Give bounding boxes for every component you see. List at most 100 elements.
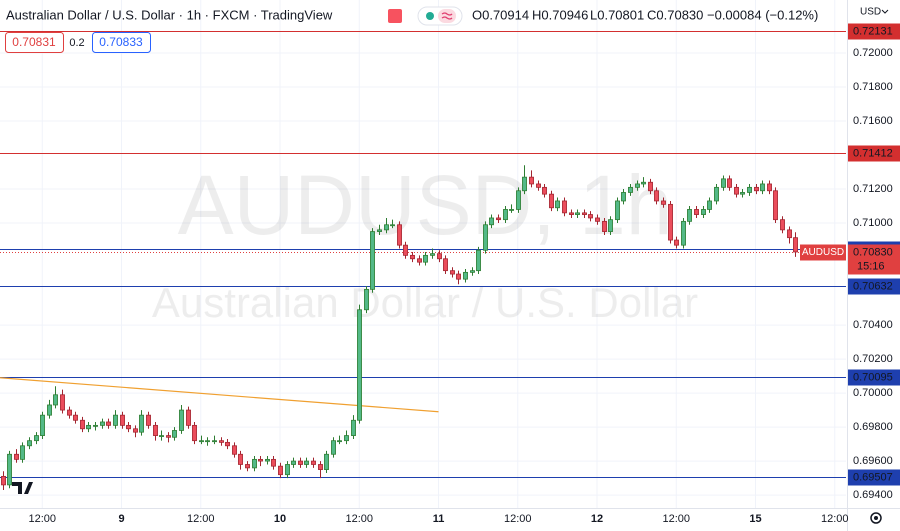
candle-body <box>20 445 25 460</box>
tv-logo <box>12 482 33 494</box>
candle-body <box>793 237 798 253</box>
ohlc-close: C0.70830 <box>647 7 703 22</box>
level-label-box <box>848 469 900 486</box>
candle-body <box>489 217 494 226</box>
candle-body <box>7 453 12 486</box>
y-tick-label: 0.71800 <box>853 81 893 93</box>
candle-body <box>120 414 125 426</box>
candle-body <box>238 453 243 465</box>
gear-center <box>874 516 878 520</box>
y-tick-label: 0.69800 <box>853 421 893 433</box>
spread: 0.2 <box>69 37 84 49</box>
level-label-box <box>848 278 900 295</box>
candle-body <box>734 186 739 195</box>
y-tick-label: 0.70400 <box>853 319 893 331</box>
candle-body <box>681 220 686 246</box>
candle-body <box>377 229 382 232</box>
y-tick-label: 0.70200 <box>853 353 893 365</box>
y-tick-label: 0.69400 <box>853 489 893 501</box>
candle-body <box>476 249 481 272</box>
x-tick-label: 11 <box>433 513 445 525</box>
candle-body <box>595 217 600 222</box>
candle-body <box>205 440 210 443</box>
candle-body <box>166 435 171 438</box>
candle-body <box>60 394 65 411</box>
candle-body <box>555 200 560 209</box>
candle-body <box>575 212 580 215</box>
level-label: 0.69507 <box>853 471 893 483</box>
delay-icon <box>438 9 456 23</box>
y-tick-label: 0.71600 <box>853 115 893 127</box>
x-tick-label: 12:00 <box>821 513 849 525</box>
candle-body <box>113 414 118 426</box>
gear-icon[interactable] <box>870 512 882 524</box>
sell-box[interactable] <box>5 32 64 53</box>
candle-body <box>470 270 475 273</box>
currency-label[interactable]: USD <box>860 7 881 18</box>
candle-body <box>364 288 369 311</box>
candle-body <box>760 183 765 192</box>
candle-body <box>126 424 131 430</box>
candle-body <box>707 200 712 210</box>
candle-body <box>390 224 395 227</box>
candle-body <box>403 244 408 256</box>
candle-body <box>225 441 230 447</box>
x-tick-label: 12:00 <box>504 513 532 525</box>
candle-body <box>410 254 415 260</box>
candle-body <box>278 465 283 476</box>
candle-body <box>146 414 151 426</box>
candle-body <box>714 186 719 202</box>
candle-body <box>344 435 349 442</box>
level-label: 0.70632 <box>853 280 893 292</box>
x-tick-label: 15 <box>749 513 761 525</box>
candle-body <box>694 209 699 215</box>
candle-body <box>106 421 111 426</box>
candle-body <box>337 440 342 443</box>
candle-body <box>186 409 191 426</box>
candle-body <box>212 440 217 443</box>
x-tick-label: 12:00 <box>663 513 691 525</box>
candle-body <box>536 183 541 188</box>
candle-body <box>219 440 224 443</box>
candle-body <box>562 200 567 214</box>
candle-body <box>608 219 613 232</box>
candle-body <box>621 192 626 202</box>
ohlc-open: O0.70914 <box>472 7 529 22</box>
candle-body <box>351 419 356 436</box>
candle-body <box>298 460 303 465</box>
x-tick-label: 9 <box>118 513 124 525</box>
legend-header: Australian Dollar / U.S. Dollar · 1h · F… <box>5 6 818 53</box>
candle-body <box>767 183 772 192</box>
axes: 0.72000 0.71800 0.71600 0.71200 0.71000 0.704… <box>29 23 900 525</box>
candle-body <box>668 203 673 241</box>
candle-body <box>463 271 468 280</box>
candle-body <box>133 428 138 433</box>
candle-body <box>311 460 316 465</box>
x-tick-label: 12 <box>591 513 603 525</box>
candle-body <box>93 424 98 427</box>
candle-body <box>232 445 237 455</box>
x-tick-label: 12:00 <box>187 513 215 525</box>
x-tick-label: 12:00 <box>29 513 57 525</box>
candle-body <box>384 224 389 231</box>
delay-wave <box>441 12 453 20</box>
candle-body <box>357 309 362 421</box>
candle-body <box>747 186 752 193</box>
candle-body <box>14 453 19 460</box>
candle-body <box>701 209 706 215</box>
trend-line <box>0 377 439 413</box>
flag-icon[interactable] <box>388 9 402 23</box>
candle-body <box>522 176 527 192</box>
candle-body <box>199 440 204 443</box>
y-tick-label: 0.69600 <box>853 455 893 467</box>
level-label-box <box>848 369 900 386</box>
candle-body <box>252 458 257 469</box>
settings-button[interactable] <box>870 512 882 524</box>
buy-box[interactable] <box>92 32 151 53</box>
countdown-label: 15:16 <box>857 260 885 272</box>
ask-price: 0.70833 <box>99 35 143 49</box>
candle-body <box>159 435 164 437</box>
x-tick-label: 10 <box>274 513 286 525</box>
y-tick-label: 0.71200 <box>853 183 893 195</box>
